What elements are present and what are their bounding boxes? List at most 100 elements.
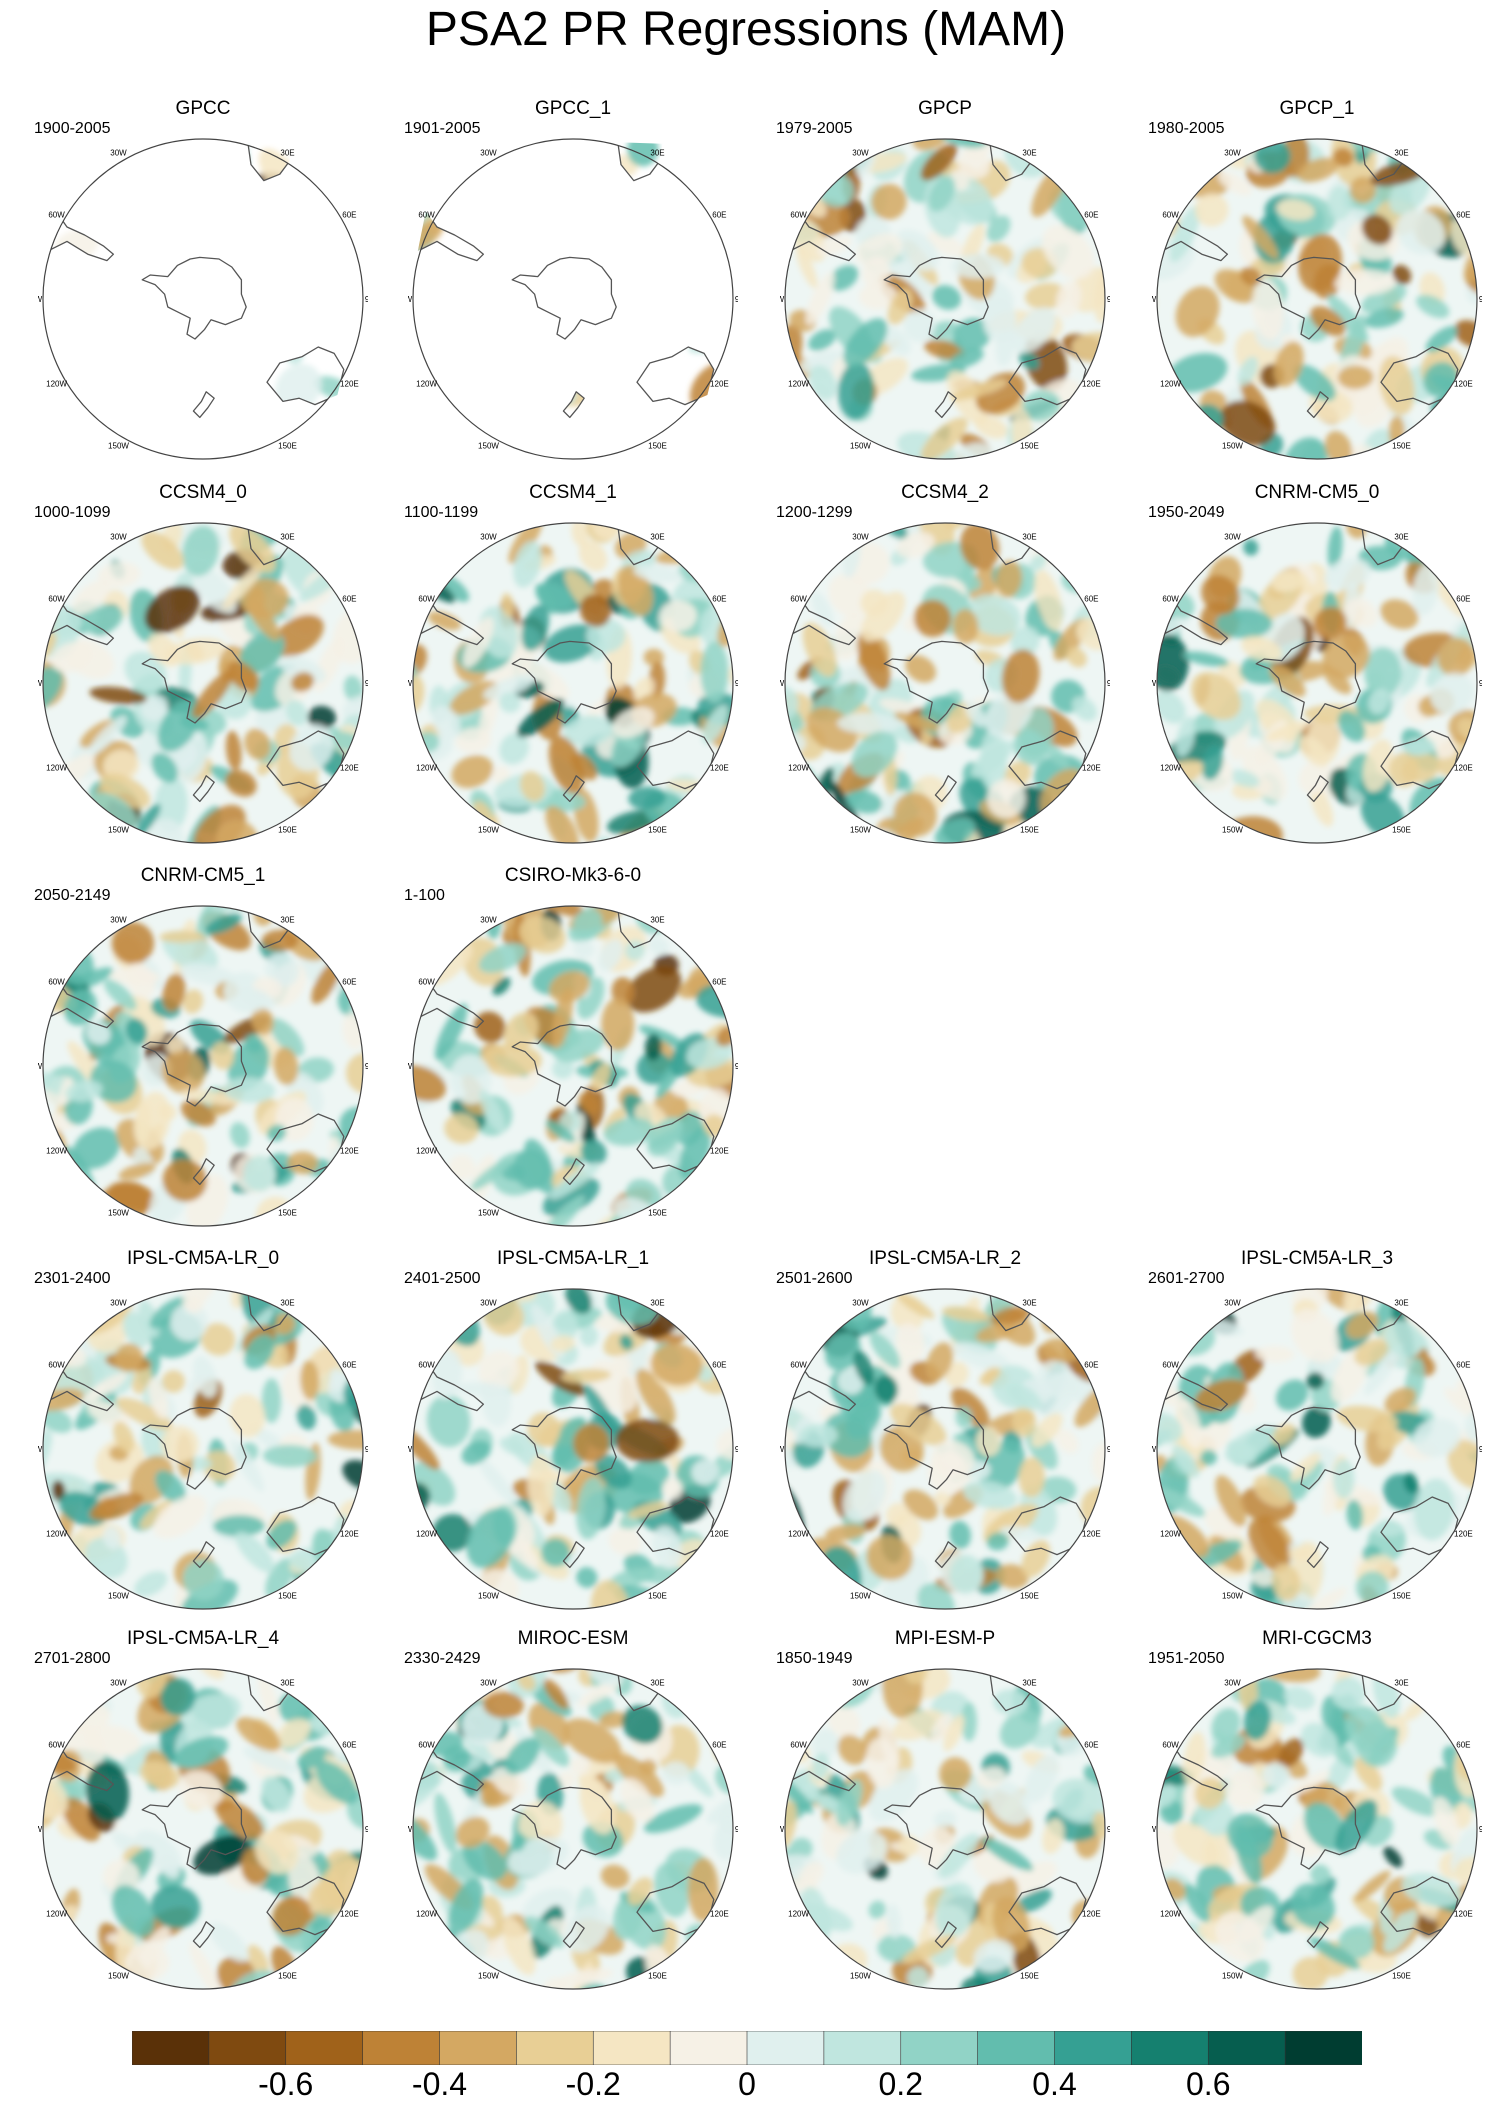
lon-label: 120W [788,764,809,773]
lon-label: 120W [788,1530,809,1539]
colorbar-bin [900,2031,979,2065]
lon-label: 60E [1084,211,1098,220]
colorbar-bin [1054,2031,1132,2065]
polar-map-csiro-mk3-6-0: 030E60E90E120E150E180150W120W90W60W30W [408,901,738,1227]
panel-title-gpcp-1: GPCP_1 [1279,98,1355,119]
lon-label: 0 [201,134,206,135]
colorbar-tick-label: -0.4 [411,2066,468,2102]
lon-label: 60E [1084,1361,1098,1370]
lon-label: 120E [340,1910,359,1919]
map-frame [784,138,1106,460]
lon-label: 30W [480,149,497,158]
panel-years-mpi-esm-p: 1850-1949 [776,1650,853,1667]
polar-map-ccsm4-2: 030E60E90E120E150E180150W120W90W60W30W [780,518,1110,844]
lon-label: 0 [201,1284,206,1285]
lon-label: 120E [1082,1530,1101,1539]
lon-label: 30W [852,1299,869,1308]
panel-years-csiro-mk3-6-0: 1-100 [404,887,445,904]
lon-label: 60W [48,978,65,987]
lon-label: 60W [1162,1361,1179,1370]
map-frame [1156,1668,1478,1990]
lon-label: 120W [788,1910,809,1919]
polar-map-gpcc: 030E60E90E120E150E180150W120W90W60W30W [38,134,368,460]
lon-label: 120W [1160,764,1181,773]
colorbar-bin [592,2031,671,2065]
lon-label: 150E [1020,441,1039,450]
panel-title-ccsm4-0: CCSM4_0 [159,482,247,503]
lon-label: 0 [943,134,948,135]
lon-label: 120W [1160,1910,1181,1919]
polar-map-ipsl-cm5a-lr-1: 030E60E90E120E150E180150W120W90W60W30W [408,1284,738,1610]
panel-years-gpcc-1: 1901-2005 [404,120,481,137]
coastlines [789,525,1087,803]
colorbar-bin [1131,2031,1209,2065]
panel-years-mri-cgcm3: 1951-2050 [1148,1650,1225,1667]
lon-label: 90E [1479,295,1482,304]
lon-label: 60E [1084,1741,1098,1750]
lon-label: 0 [1315,1284,1320,1285]
polar-map-cnrm-cm5-1: 030E60E90E120E150E180150W120W90W60W30W [38,901,368,1227]
lon-label: 150W [1222,1591,1243,1600]
lon-label: 60E [1456,211,1470,220]
lon-label: 30W [852,1679,869,1688]
panel-title-gpcc: GPCC [175,98,231,119]
lon-label: 90W [1152,679,1157,688]
panel-years-miroc-esm: 2330-2429 [404,1650,481,1667]
lon-label: 120W [416,380,437,389]
lon-label: 120W [46,764,67,773]
lon-label: 60W [48,595,65,604]
lon-label: 150W [108,441,129,450]
lon-label: 90W [408,1062,413,1071]
panel-title-ccsm4-1: CCSM4_1 [529,482,617,503]
lon-label: 60E [342,211,356,220]
lon-label: 60W [1162,211,1179,220]
lon-label: 60E [712,211,726,220]
lon-label: 30E [1394,1679,1408,1688]
lon-label: 30W [480,916,497,925]
lon-label: 150E [278,441,297,450]
lon-label: 150W [1222,1971,1243,1980]
panel-years-ccsm4-0: 1000-1099 [34,504,111,521]
lon-label: 90E [365,295,368,304]
map-frame [42,522,364,844]
regression-field [785,1289,1105,1609]
lon-label: 90E [735,1445,738,1454]
lon-label: 90W [38,295,43,304]
lon-label: 120E [710,764,729,773]
lon-label: 120E [1082,380,1101,389]
lon-label: 90E [735,679,738,688]
lon-label: 30E [650,1299,664,1308]
lon-label: 150W [478,441,499,450]
lon-label: 150E [278,1208,297,1217]
lon-label: 90W [38,1445,43,1454]
lon-label: 30E [280,149,294,158]
map-frame [784,1668,1106,1990]
lon-label: 60E [1456,595,1470,604]
colorbar-bin [362,2031,441,2065]
lon-label: 120E [1454,380,1473,389]
lon-label: 120E [710,1530,729,1539]
lon-label: 90E [365,1062,368,1071]
lon-label: 90W [408,1445,413,1454]
panel-years-ipsl-cm5a-lr-0: 2301-2400 [34,1270,111,1287]
lon-label: 90W [1152,1825,1157,1834]
lon-label: 0 [571,1284,576,1285]
colorbar-tick-label: -0.6 [258,2066,314,2102]
lon-label: 0 [571,901,576,902]
lon-label: 30W [480,533,497,542]
lon-label: 150W [108,825,129,834]
colorbar-bin [285,2031,364,2065]
panel-title-mri-cgcm3: MRI-CGCM3 [1262,1628,1372,1649]
lon-label: 30W [110,1679,127,1688]
lon-label: 0 [943,518,948,519]
map-frame [412,1668,734,1990]
colorbar-tick-label: 0.4 [1032,2066,1077,2102]
colorbar-bin [977,2031,1056,2065]
colorbar [132,2031,1362,2065]
lon-label: 60W [1162,595,1179,604]
map-frame [42,138,364,460]
lon-label: 90W [1152,295,1157,304]
map-frame [1156,1288,1478,1610]
lon-label: 120W [46,1147,67,1156]
lon-label: 150W [1222,441,1243,450]
